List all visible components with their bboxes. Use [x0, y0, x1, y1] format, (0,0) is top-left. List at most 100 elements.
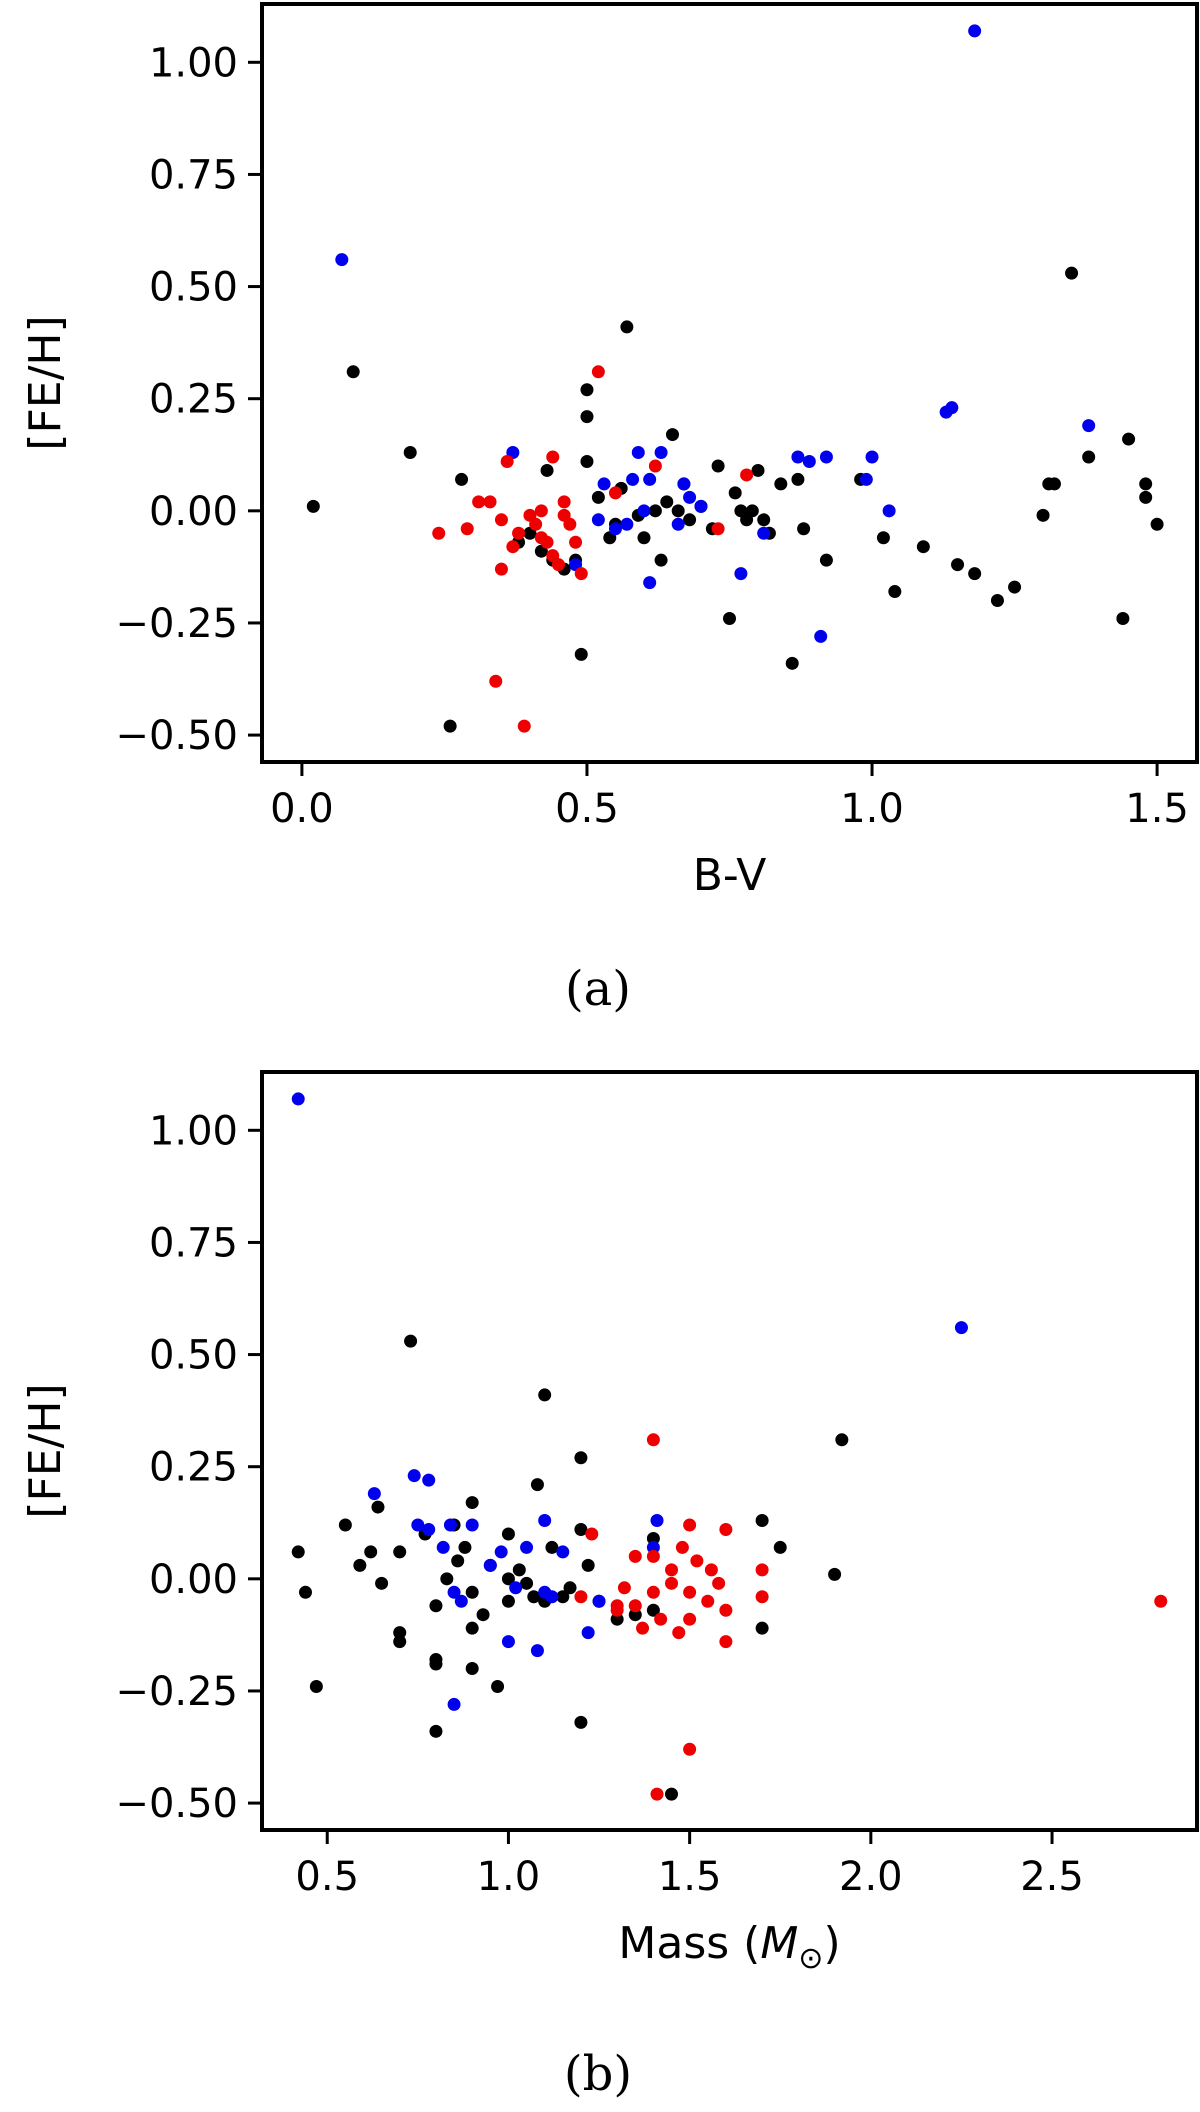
data-point: [683, 513, 697, 527]
data-point: [465, 1621, 479, 1635]
y-tick-label: 0.25: [149, 1445, 238, 1491]
data-point: [683, 1585, 697, 1599]
data-point: [483, 495, 497, 509]
data-point: [690, 1554, 704, 1568]
data-point: [675, 1540, 689, 1554]
data-point: [859, 472, 873, 486]
data-point: [597, 477, 611, 491]
data-point: [581, 1558, 595, 1572]
data-point: [631, 446, 645, 460]
data-point: [574, 1590, 588, 1604]
data-point: [592, 1594, 606, 1608]
data-point: [719, 1635, 733, 1649]
data-point: [683, 1612, 697, 1626]
data-point: [755, 1621, 769, 1635]
plot-frame: [260, 2, 1199, 764]
data-point: [990, 594, 1004, 608]
data-point: [335, 253, 349, 267]
data-point: [393, 1635, 407, 1649]
data-point: [436, 1540, 450, 1554]
data-point: [545, 1590, 559, 1604]
data-point: [440, 1572, 454, 1586]
data-point: [465, 1585, 479, 1599]
data-point: [580, 383, 594, 397]
data-point: [309, 1679, 323, 1693]
data-point: [494, 513, 508, 527]
data-point: [608, 522, 622, 536]
data-point: [671, 517, 685, 531]
data-point: [540, 535, 554, 549]
series-2: [574, 1433, 1168, 1801]
y-tick-label: 0.50: [149, 265, 238, 311]
y-tick-label: −0.50: [115, 713, 238, 759]
data-point: [636, 1621, 650, 1635]
data-point: [443, 1518, 457, 1532]
data-point: [563, 1581, 577, 1595]
data-point: [954, 1321, 968, 1335]
data-point: [393, 1545, 407, 1559]
data-point: [591, 365, 605, 379]
data-point: [429, 1724, 443, 1738]
data-point: [876, 531, 890, 545]
data-point: [665, 1787, 679, 1801]
data-point: [551, 558, 565, 572]
data-point: [755, 1563, 769, 1577]
panel-caption: (a): [565, 961, 631, 1017]
data-point: [723, 611, 736, 625]
data-point: [454, 1594, 468, 1608]
x-axis-label: B-V: [693, 850, 767, 901]
data-point: [1154, 1594, 1168, 1608]
data-point: [346, 365, 360, 379]
data-point: [545, 1540, 559, 1554]
data-point: [665, 428, 679, 442]
data-point: [520, 1576, 534, 1590]
data-point: [429, 1657, 443, 1671]
data-point: [472, 495, 486, 509]
data-point: [556, 1545, 570, 1559]
data-point: [580, 410, 594, 424]
data-point: [591, 490, 605, 504]
data-point: [628, 1549, 642, 1563]
y-tick-label: 0.00: [149, 489, 238, 535]
data-point: [500, 454, 514, 468]
series-0: [306, 266, 1164, 733]
data-point: [646, 1531, 660, 1545]
data-point: [563, 517, 577, 531]
series-2: [432, 365, 754, 733]
data-point: [791, 450, 805, 464]
data-point: [1008, 580, 1022, 594]
data-point: [512, 526, 526, 540]
data-point: [620, 320, 634, 334]
panel-a: 1.00 0.75 0.50 0.25 0.00 −0.25 −0.50 0.0 0.5 1.0 1…: [20, 2, 1199, 1017]
data-point: [650, 1514, 664, 1528]
data-point: [694, 499, 708, 513]
data-point: [353, 1558, 367, 1572]
data-point: [791, 472, 805, 486]
panel-b: 1.00 0.75 0.50 0.25 0.00 −0.25 −0.50 0.5 1.0 1.5 2…: [20, 1070, 1199, 2102]
data-point: [574, 647, 588, 661]
y-tick-label: 1.00: [149, 40, 238, 86]
data-point: [432, 526, 446, 540]
data-point: [465, 1662, 479, 1676]
data-point: [556, 1590, 570, 1604]
data-point: [646, 1433, 660, 1447]
data-point: [422, 1473, 436, 1487]
data-point: [654, 1612, 668, 1626]
data-point: [460, 522, 474, 536]
data-point: [610, 1612, 624, 1626]
data-point: [367, 1487, 381, 1501]
data-point: [785, 656, 799, 670]
data-point: [574, 1522, 588, 1536]
data-point: [375, 1576, 389, 1590]
data-point: [617, 1581, 631, 1595]
data-point: [745, 504, 759, 518]
data-point: [506, 540, 520, 554]
data-point: [411, 1518, 425, 1532]
data-point: [501, 1635, 515, 1649]
data-point: [538, 1388, 552, 1402]
data-point: [494, 562, 508, 576]
data-point: [527, 1590, 541, 1604]
data-point: [755, 1514, 769, 1528]
data-point: [650, 1787, 664, 1801]
